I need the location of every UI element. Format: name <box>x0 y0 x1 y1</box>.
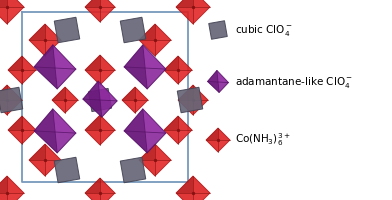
Polygon shape <box>122 87 135 100</box>
Polygon shape <box>155 160 171 176</box>
Polygon shape <box>7 100 22 115</box>
Polygon shape <box>139 24 171 56</box>
Polygon shape <box>8 56 36 84</box>
Polygon shape <box>178 85 193 100</box>
Polygon shape <box>139 144 155 160</box>
Polygon shape <box>0 0 7 7</box>
Polygon shape <box>85 55 100 70</box>
Polygon shape <box>207 70 218 82</box>
Polygon shape <box>100 130 115 145</box>
Polygon shape <box>217 70 229 83</box>
Polygon shape <box>155 40 171 56</box>
Polygon shape <box>209 21 227 39</box>
Polygon shape <box>0 85 7 100</box>
Polygon shape <box>83 99 102 117</box>
Polygon shape <box>207 81 219 92</box>
Polygon shape <box>29 144 45 160</box>
Polygon shape <box>176 176 210 200</box>
Polygon shape <box>85 115 115 145</box>
Polygon shape <box>34 45 55 68</box>
Polygon shape <box>122 87 148 113</box>
Polygon shape <box>124 109 145 132</box>
Polygon shape <box>100 7 115 22</box>
Polygon shape <box>193 193 210 200</box>
Polygon shape <box>83 81 100 100</box>
Polygon shape <box>176 0 193 7</box>
Polygon shape <box>52 87 65 100</box>
Polygon shape <box>120 157 146 183</box>
Polygon shape <box>83 81 117 117</box>
Polygon shape <box>143 109 166 133</box>
Polygon shape <box>124 45 145 68</box>
Polygon shape <box>98 81 117 101</box>
Polygon shape <box>0 0 24 24</box>
Polygon shape <box>0 85 22 115</box>
Polygon shape <box>22 70 36 84</box>
Polygon shape <box>29 24 45 40</box>
Polygon shape <box>45 40 61 56</box>
Polygon shape <box>164 56 178 70</box>
Polygon shape <box>206 128 218 140</box>
Polygon shape <box>143 45 166 69</box>
Polygon shape <box>193 100 208 115</box>
Polygon shape <box>164 116 178 130</box>
Polygon shape <box>8 116 22 130</box>
Polygon shape <box>7 7 24 24</box>
Polygon shape <box>164 56 192 84</box>
Polygon shape <box>100 193 115 200</box>
Polygon shape <box>85 115 100 130</box>
Polygon shape <box>53 45 76 69</box>
Polygon shape <box>178 85 208 115</box>
Polygon shape <box>34 45 76 89</box>
Polygon shape <box>34 131 57 153</box>
Polygon shape <box>8 56 22 70</box>
Polygon shape <box>29 144 61 176</box>
Polygon shape <box>29 24 61 56</box>
Polygon shape <box>85 55 115 85</box>
Polygon shape <box>54 17 80 43</box>
Polygon shape <box>52 87 78 113</box>
Polygon shape <box>178 70 192 84</box>
Polygon shape <box>139 24 155 40</box>
Polygon shape <box>7 193 24 200</box>
Polygon shape <box>206 128 230 152</box>
Polygon shape <box>193 7 210 24</box>
Polygon shape <box>8 116 36 144</box>
Polygon shape <box>0 176 7 193</box>
Polygon shape <box>207 70 229 92</box>
Polygon shape <box>120 17 146 43</box>
Polygon shape <box>85 0 100 7</box>
Polygon shape <box>139 144 171 176</box>
Polygon shape <box>124 45 166 89</box>
Polygon shape <box>85 0 115 22</box>
Polygon shape <box>178 130 192 144</box>
Polygon shape <box>34 109 76 153</box>
Polygon shape <box>176 176 193 193</box>
Polygon shape <box>218 140 230 152</box>
Polygon shape <box>54 157 80 183</box>
Polygon shape <box>124 131 147 153</box>
Polygon shape <box>34 109 55 132</box>
Text: cubic ClO$_4^-$: cubic ClO$_4^-$ <box>235 22 293 38</box>
Polygon shape <box>0 87 23 113</box>
Polygon shape <box>65 100 78 113</box>
Polygon shape <box>176 0 210 24</box>
Polygon shape <box>164 116 192 144</box>
Polygon shape <box>34 67 57 89</box>
Polygon shape <box>85 178 115 200</box>
Polygon shape <box>100 70 115 85</box>
Text: adamantane-like ClO$_4^-$: adamantane-like ClO$_4^-$ <box>235 74 353 90</box>
Polygon shape <box>177 87 203 113</box>
Polygon shape <box>0 176 24 200</box>
Polygon shape <box>89 88 112 112</box>
Text: Co(NH$_3$)$_6^{3+}$: Co(NH$_3$)$_6^{3+}$ <box>235 132 290 148</box>
Polygon shape <box>85 178 100 193</box>
Polygon shape <box>22 130 36 144</box>
Polygon shape <box>124 67 147 89</box>
Polygon shape <box>135 100 148 113</box>
Polygon shape <box>45 160 61 176</box>
Polygon shape <box>53 109 76 133</box>
Polygon shape <box>124 109 166 153</box>
